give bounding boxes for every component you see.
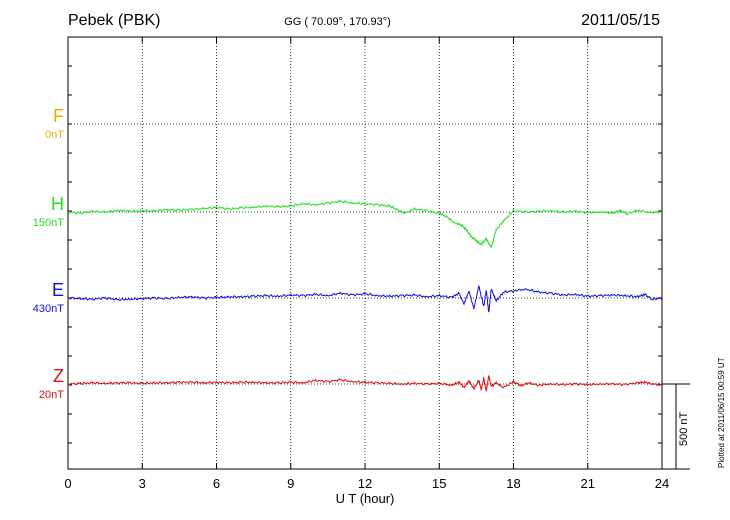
x-tick-label: 6 xyxy=(212,476,221,491)
plot-date: 2011/05/15 xyxy=(581,12,660,29)
geographic-coordinates: GG ( 70.09°, 170.93°) xyxy=(284,16,391,28)
scale-bar-label: 500 nT xyxy=(678,411,690,446)
x-tick-label: 9 xyxy=(287,476,295,491)
x-tick-label: 12 xyxy=(357,476,373,491)
channel-scale-z: 20nT xyxy=(38,389,64,401)
channel-label-e: E xyxy=(51,280,64,300)
channel-scale-e: 430nT xyxy=(32,303,64,315)
channel-scale-f: 0nT xyxy=(45,129,64,141)
x-tick-label: 3 xyxy=(138,476,146,491)
x-tick-label: 0 xyxy=(64,476,72,491)
plotted-timestamp: Plotted at 2011/06/15 00:59 UT xyxy=(717,357,726,468)
x-tick-label: 15 xyxy=(432,476,447,491)
series-e xyxy=(67,284,663,313)
channel-label-h: H xyxy=(51,194,64,214)
x-axis-label: U T (hour) xyxy=(335,491,395,506)
series-z xyxy=(67,374,663,392)
station-title: Pebek (PBK) xyxy=(68,12,161,29)
channel-label-f: F xyxy=(53,106,64,126)
channel-scale-h: 150nT xyxy=(32,217,64,229)
x-tick-label: 18 xyxy=(506,476,521,491)
series-h xyxy=(67,199,663,249)
x-tick-label: 21 xyxy=(580,476,595,491)
channel-label-z: Z xyxy=(53,366,64,386)
x-tick-label: 24 xyxy=(654,476,670,491)
